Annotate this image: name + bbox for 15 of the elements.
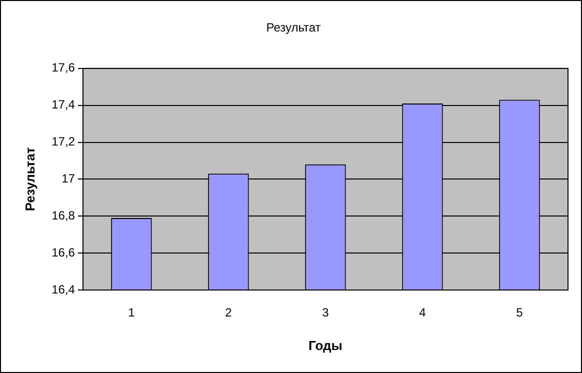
- y-tick-label: 17,6: [52, 60, 76, 75]
- x-tick-label: 1: [128, 306, 136, 320]
- chart-title: Результат: [266, 20, 322, 35]
- y-tick-label: 16,6: [52, 245, 76, 260]
- y-tick-label: 16,4: [52, 282, 76, 296]
- x-tick-label: 5: [516, 306, 524, 320]
- x-tick-label: 4: [419, 306, 426, 320]
- x-tick-label: 2: [225, 306, 232, 320]
- x-tick-label: 3: [322, 306, 330, 320]
- y-tick-label: 17,4: [52, 98, 76, 112]
- y-tick-label: 17: [62, 172, 76, 186]
- y-tick-label: 17,2: [52, 134, 76, 149]
- x-axis-title: Годы: [308, 338, 342, 353]
- y-axis-title: Результат: [22, 147, 38, 212]
- y-tick-label: 16,8: [52, 208, 76, 222]
